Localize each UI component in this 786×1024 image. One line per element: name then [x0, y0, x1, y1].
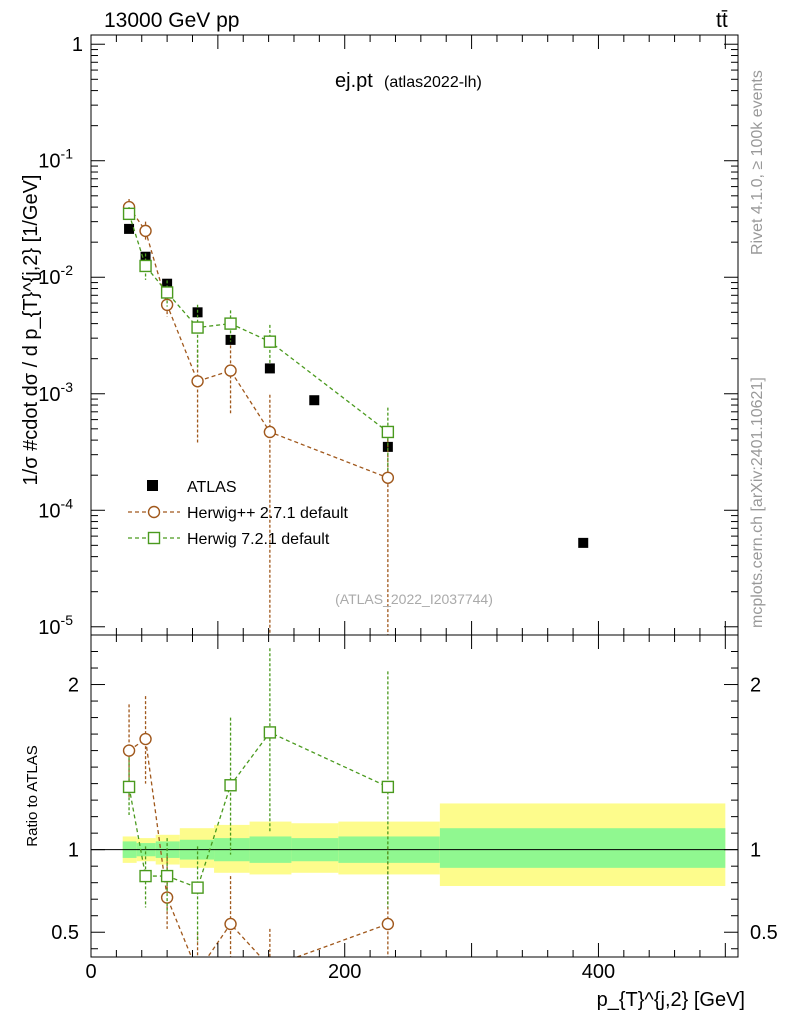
y-tick-label: 10-4	[38, 495, 73, 522]
legend-marker-atlas	[147, 480, 158, 491]
ratio-series-2-point	[224, 779, 237, 792]
y-tick-label: 10-2	[38, 262, 73, 289]
plot-subtitle: (atlas2022-lh)	[384, 74, 482, 91]
atlas-data-point	[578, 537, 589, 548]
main-series-1-point	[191, 375, 204, 388]
ratio-tick-label-right: 2	[750, 675, 761, 697]
ratio-series-1-point	[224, 917, 237, 931]
atlas-data-point	[162, 278, 173, 289]
legend-label-herwigpp: Herwig++ 2.7.1 default	[187, 505, 349, 522]
ratio-series-2-point	[122, 780, 136, 794]
main-series-2-point	[263, 335, 277, 348]
ratio-plot-series	[122, 648, 395, 977]
ratio-series-1-point	[139, 732, 152, 746]
main-series-1-point	[224, 364, 237, 377]
legend-marker-herwig7	[147, 531, 161, 545]
ratio-series-1-point	[192, 966, 203, 977]
ratio-series-2-point	[263, 726, 277, 739]
x-tick-label: 200	[328, 961, 361, 983]
axis-ticks	[90, 35, 738, 957]
x-tick-label: 400	[582, 961, 615, 983]
ratio-tick-label-right: 1	[750, 840, 761, 862]
main-series-2-point	[122, 207, 136, 221]
y-tick-label: 10-3	[38, 379, 73, 406]
ratio-series-1-point	[381, 917, 395, 931]
legend-label-herwig7: Herwig 7.2.1 default	[187, 531, 330, 548]
legend-marker-herwigpp	[147, 505, 161, 519]
legend-label-atlas: ATLAS	[187, 479, 237, 496]
collision-energy-label: 13000 GeV pp	[104, 9, 239, 32]
y-tick-label: 10-5	[38, 612, 73, 639]
ratio-series-2-point	[381, 780, 395, 794]
ratio-tick-label-left: 0.5	[51, 922, 79, 944]
ratio-tick-label-right: 0.5	[750, 922, 778, 944]
ratio-axis-title: Ratio to ATLAS	[24, 745, 41, 846]
main-series-1-point	[139, 224, 152, 238]
uncertainty-bands	[122, 803, 726, 886]
y-tick-label: 1	[72, 34, 83, 56]
ratio-tick-label-left: 2	[68, 675, 79, 697]
main-series-1-point	[263, 425, 277, 439]
ratio-series-2-point	[160, 869, 174, 883]
main-series-1-point	[381, 471, 395, 484]
ratio-series-1-point	[160, 891, 174, 904]
main-series-2-point	[139, 259, 152, 273]
main-series-2-line-2	[128, 213, 389, 433]
main-plot-series	[122, 198, 589, 635]
y-axis-title: 1/σ #cdot dσ / d p_{T}^{j,2} [1/GeV]	[20, 175, 42, 486]
ratio-plot-frame	[90, 634, 739, 958]
analysis-watermark: (ATLAS_2022_I2037744)	[335, 591, 493, 607]
plot-title: ej.pt	[335, 70, 373, 92]
atlas-data-point	[225, 334, 236, 345]
main-series-2-point	[191, 321, 204, 334]
x-tick-label: 0	[85, 961, 96, 983]
ratio-series-1-point	[122, 744, 136, 757]
y-tick-label: 10-1	[38, 146, 73, 173]
main-series-2-point	[381, 425, 395, 439]
atlas-data-point	[140, 251, 151, 262]
main-series-1-line-1	[128, 206, 389, 479]
atlas-data-point	[264, 363, 275, 374]
main-series-2-point	[224, 317, 237, 330]
legend: ATLAS Herwig++ 2.7.1 default Herwig 7.2.…	[128, 479, 349, 548]
atlas-data-point	[124, 223, 135, 234]
process-label: tt̄	[716, 9, 728, 32]
axis-tick-labels: 0 200 400 1 10-1 10-2 10-3 10-4 10-5 2 2 1 1 0.5 0.5	[38, 34, 778, 983]
rivet-version-label: Rivet 4.1.0, ≥ 100k events	[749, 70, 766, 255]
atlas-data-point	[309, 395, 320, 406]
main-series-2-point	[160, 286, 174, 299]
inner-band-bin-8	[439, 828, 726, 868]
main-series-1-point	[160, 298, 174, 312]
ratio-series-1-point	[264, 961, 275, 972]
ratio-tick-label-left: 1	[68, 840, 79, 862]
x-axis-title: p_{T}^{j,2} [GeV]	[597, 989, 745, 1011]
ratio-series-2-point	[191, 881, 204, 894]
ratio-series-2-point	[139, 869, 152, 883]
mcplots-source-label: mcplots.cern.ch [arXiv:2401.10621]	[749, 377, 766, 628]
